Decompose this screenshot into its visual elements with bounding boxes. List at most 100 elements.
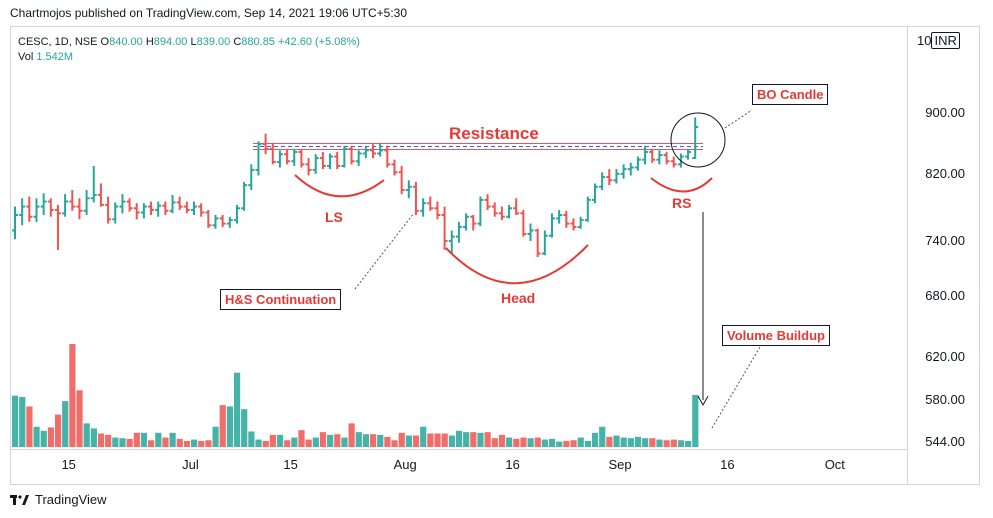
volume-bar: [398, 432, 405, 447]
ohlc-bar: [649, 148, 656, 163]
ohlc-bar: [348, 145, 355, 165]
volume-bar: [312, 437, 319, 447]
volume-bar: [305, 439, 312, 447]
currency-selector[interactable]: 10 INR: [917, 32, 960, 49]
ohlc-bar: [169, 194, 176, 214]
volume-bar: [541, 439, 549, 447]
bo-candle-leader: [724, 109, 753, 129]
time-tick: Sep: [608, 457, 632, 472]
chart-pane[interactable]: [10, 26, 980, 485]
legend-volume-label: Vol: [18, 51, 34, 63]
volume-bar: [470, 432, 477, 447]
ohlc-bar: [319, 151, 326, 170]
ohlc-bar: [441, 206, 448, 250]
volume-bar: [162, 437, 169, 447]
legend-change: +42.60 (+5.08%): [278, 36, 360, 48]
ohlc-bar: [148, 201, 155, 216]
chart-legend: CESC, 1D, NSE O840.00 H894.00 L839.00 C8…: [18, 35, 360, 65]
volume-bar: [19, 397, 26, 447]
time-tick: 16: [720, 457, 735, 472]
volume-buildup-leader: [711, 346, 761, 429]
ohlc-bar: [334, 151, 341, 170]
ohlc-bar: [513, 198, 520, 216]
ohlc-bar: [183, 201, 190, 214]
volume-bar: [148, 440, 155, 447]
ohlc-bar: [420, 198, 427, 217]
ohlc-bar: [298, 148, 305, 168]
ohlc-bar: [33, 198, 40, 222]
ohlc-bar: [541, 230, 548, 256]
volume-bar: [69, 344, 76, 447]
bo-candle-callout[interactable]: BO Candle: [752, 84, 829, 105]
volume-bar: [119, 438, 126, 447]
volume-bar: [484, 432, 491, 447]
ohlc-bar: [355, 150, 362, 166]
right-shoulder-label: RS: [672, 195, 692, 211]
volume-bar: [155, 432, 162, 447]
left-shoulder-arc: [294, 174, 385, 198]
ohlc-bar: [670, 156, 677, 168]
volume-buildup-callout[interactable]: Volume Buildup: [722, 325, 830, 346]
ohlc-bar: [570, 218, 577, 231]
volume-bar: [448, 435, 455, 447]
ohlc-bar: [90, 165, 97, 203]
volume-bar: [40, 430, 47, 447]
volume-bar: [685, 440, 692, 447]
volume-bar: [12, 395, 19, 447]
hs-continuation-callout[interactable]: H&S Continuation: [220, 289, 342, 310]
ohlc-bar: [262, 133, 269, 155]
ohlc-bar: [19, 198, 26, 226]
volume-bar: [241, 409, 248, 447]
ohlc-bar: [549, 213, 555, 238]
volume-bar: [620, 437, 627, 447]
volume-bar: [491, 438, 498, 447]
ohlc-bar: [584, 196, 591, 222]
time-axis-divider: [10, 449, 908, 450]
volume-bar: [33, 426, 40, 447]
ohlc-bar: [391, 159, 398, 176]
currency-code: INR: [931, 32, 960, 49]
volume-bar: [83, 423, 90, 447]
legend-low-label: L: [190, 36, 197, 48]
left-shoulder-label: LS: [325, 209, 343, 225]
ohlc-bar: [12, 206, 18, 240]
volume-bar: [606, 436, 613, 447]
volume-bar: [284, 440, 291, 447]
volume-bar: [262, 440, 269, 447]
volume-bar: [377, 434, 384, 447]
volume-bars: [12, 344, 699, 447]
volume-bar: [233, 372, 241, 447]
ohlc-bar: [434, 201, 441, 220]
legend-open-label: O: [100, 36, 110, 48]
ohlc-bar: [599, 172, 606, 191]
ohlc-bar: [119, 194, 126, 214]
ohlc-bar: [76, 198, 83, 220]
ohlc-bar: [155, 201, 162, 217]
ohlc-bar: [370, 144, 376, 159]
ohlc-bar: [577, 216, 584, 229]
ohlc-bar: [692, 117, 699, 160]
ohlc-bar: [312, 154, 319, 174]
legend-symbol[interactable]: CESC, 1D, NSE: [18, 36, 98, 48]
currency-prefix: 10: [917, 33, 932, 48]
volume-bar: [183, 440, 191, 447]
ohlc-bar: [613, 169, 620, 184]
ohlc-bar: [40, 193, 47, 216]
volume-bar: [191, 439, 198, 447]
ohlc-bar: [212, 215, 219, 229]
ohlc-bar: [484, 194, 491, 210]
volume-bar: [420, 426, 427, 447]
volume-bar: [362, 434, 370, 447]
volume-bar: [269, 434, 276, 447]
volume-bar: [441, 433, 448, 447]
legend-high-value: 894.00: [153, 36, 188, 48]
price-tick: 544.00: [925, 434, 965, 450]
volume-bar: [219, 405, 226, 447]
volume-bar: [384, 436, 391, 447]
tradingview-logo[interactable]: TradingView: [10, 492, 107, 507]
time-tick: Aug: [393, 457, 417, 472]
volume-bar: [656, 439, 663, 447]
price-tick: 580.00: [925, 392, 965, 408]
volume-bar: [226, 406, 233, 447]
